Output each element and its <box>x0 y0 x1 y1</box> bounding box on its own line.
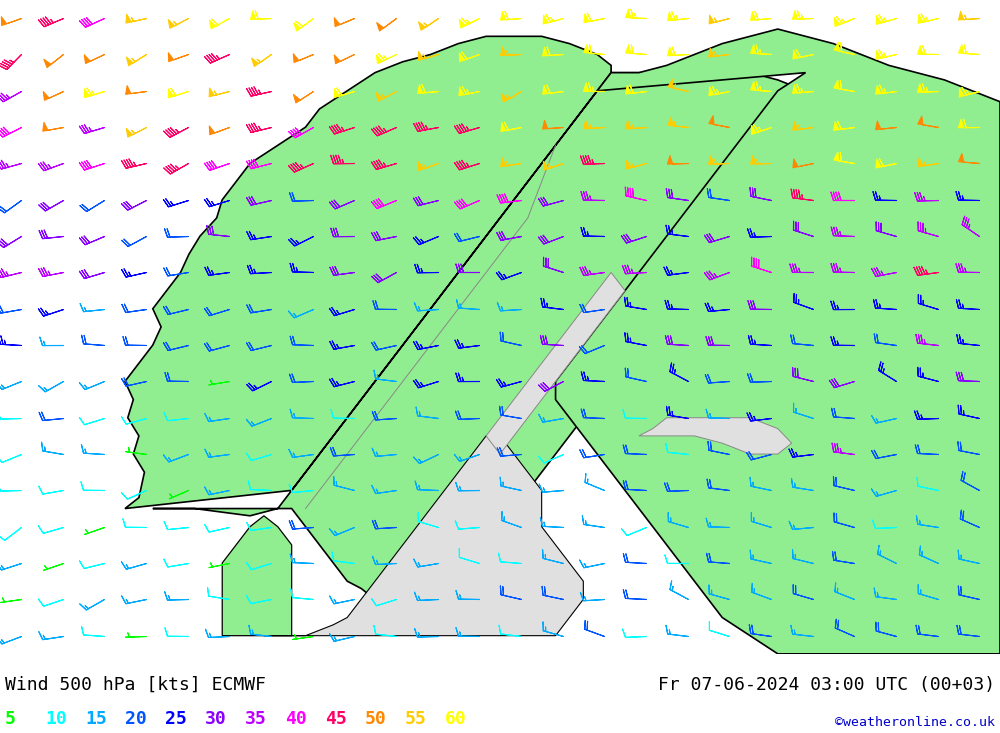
Text: 50: 50 <box>365 710 387 728</box>
Text: 55: 55 <box>405 710 427 728</box>
Polygon shape <box>264 436 583 636</box>
Polygon shape <box>639 418 792 454</box>
Text: 20: 20 <box>125 710 147 728</box>
Text: 10: 10 <box>45 710 67 728</box>
Text: 30: 30 <box>205 710 227 728</box>
Text: ©weatheronline.co.uk: ©weatheronline.co.uk <box>835 716 995 729</box>
Text: 40: 40 <box>285 710 307 728</box>
Text: 5: 5 <box>5 710 16 728</box>
Text: 60: 60 <box>445 710 467 728</box>
Text: Fr 07-06-2024 03:00 UTC (00+03): Fr 07-06-2024 03:00 UTC (00+03) <box>658 676 995 694</box>
Text: Wind 500 hPa [kts] ECMWF: Wind 500 hPa [kts] ECMWF <box>5 676 266 694</box>
Polygon shape <box>222 516 292 636</box>
Polygon shape <box>486 273 625 454</box>
Text: 35: 35 <box>245 710 267 728</box>
Text: 15: 15 <box>85 710 107 728</box>
Polygon shape <box>125 37 819 600</box>
Text: 45: 45 <box>325 710 347 728</box>
Text: 25: 25 <box>165 710 187 728</box>
Polygon shape <box>556 29 1000 654</box>
